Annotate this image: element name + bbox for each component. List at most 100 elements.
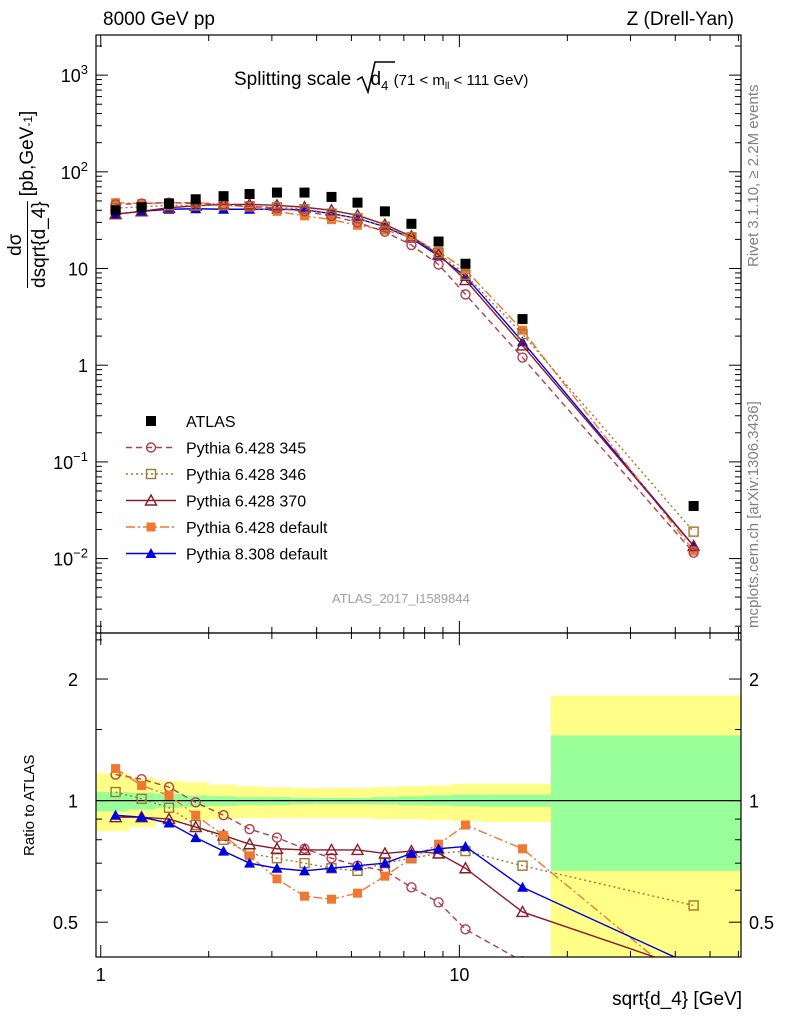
data-point — [242, 197, 257, 210]
ratio-series-group — [108, 764, 699, 975]
data-point — [378, 217, 392, 230]
sqrt-sign-icon — [356, 61, 395, 94]
data-point — [379, 206, 390, 217]
ratio-point — [270, 841, 284, 854]
legend: ATLAS Pythia 6.428 345 Pythia 6.428 346 Pyt… — [126, 414, 328, 564]
ratio-point — [163, 817, 175, 828]
legend-label: Pythia 6.428 345 — [186, 441, 306, 458]
data-point — [271, 203, 283, 214]
y-label-unit-sup: -1 — [20, 115, 35, 127]
data-point — [353, 220, 363, 230]
ratio-point — [517, 860, 528, 871]
data-point — [433, 247, 444, 259]
ratio-point — [688, 965, 699, 975]
ratio-series-line — [115, 768, 655, 957]
data-point — [297, 200, 312, 213]
data-point — [299, 206, 310, 217]
y-tick-label: 1 — [78, 356, 88, 376]
y-label-unit-end: ] — [17, 110, 38, 116]
legend-marker — [144, 493, 158, 506]
ratio-tick-label-left: 2 — [68, 670, 78, 690]
data-point — [324, 203, 339, 216]
ratio-point — [515, 905, 530, 918]
ratio-point — [517, 881, 529, 892]
y-axis-label: dσ dsqrt{d_4} [pb,GeV -1] — [5, 110, 50, 288]
ratio-series-line — [115, 791, 694, 907]
sqrt-symbol: d4 — [356, 61, 395, 94]
ratio-point — [111, 764, 121, 774]
legend-label: ATLAS — [186, 414, 236, 431]
legend-marker — [145, 442, 157, 453]
data-point — [406, 239, 417, 251]
ratio-point — [380, 871, 390, 881]
ratio-point — [460, 820, 470, 830]
ratio-point — [272, 874, 282, 884]
stat-uncertainty-band — [129, 792, 156, 810]
legend-label: Pythia 6.428 default — [186, 520, 328, 537]
data-point — [517, 328, 528, 340]
legend-label: Pythia 6.428 346 — [186, 467, 306, 484]
data-point — [163, 203, 175, 214]
data-point — [460, 258, 471, 269]
x-axis-label: sqrt{d_4} [GeV] — [612, 989, 742, 1010]
ratio-tick-label-right: 0.5 — [749, 913, 774, 933]
ratio-point — [458, 861, 473, 874]
ratio-point — [300, 891, 310, 901]
ratio-tick-label-right: 1 — [749, 792, 759, 812]
data-point — [352, 197, 363, 208]
data-point — [686, 539, 701, 552]
ratio-point — [136, 811, 148, 822]
ratio-series-line — [115, 773, 517, 957]
ratio-uncertainty-bands — [96, 695, 741, 957]
legend-marker — [145, 548, 157, 558]
ratio-point — [242, 837, 257, 850]
data-point — [350, 208, 365, 221]
data-point — [136, 202, 147, 213]
ratio-point — [219, 830, 229, 840]
y-tick-label: 102 — [61, 159, 88, 183]
data-point — [245, 202, 255, 212]
x-tick-label: 1 — [96, 965, 106, 985]
energy-label: 8000 GeV pp — [103, 9, 215, 30]
data-point — [688, 526, 699, 537]
ratio-point — [460, 924, 471, 935]
data-point — [111, 198, 121, 208]
ratio-point — [433, 843, 445, 854]
series-line — [115, 201, 695, 554]
stat-uncertainty-band — [550, 735, 741, 871]
legend-marker — [146, 522, 156, 532]
ratio-point — [688, 960, 699, 970]
data-point — [326, 210, 337, 222]
ratio-axis-label: Ratio to ATLAS — [21, 754, 38, 856]
data-point — [190, 194, 201, 205]
series-line — [115, 203, 695, 547]
ratio-point — [433, 897, 444, 908]
ratio-point — [688, 900, 699, 911]
title-range-sub: ll — [444, 81, 450, 92]
ratio-point — [406, 882, 417, 893]
ratio-point — [110, 786, 121, 798]
ratio-point — [325, 862, 337, 873]
ratio-point — [353, 888, 363, 898]
ratio-point — [405, 847, 417, 858]
x-tick-label: 10 — [449, 965, 469, 985]
ratio-point — [519, 956, 526, 957]
y-tick-label: 10−1 — [53, 449, 88, 473]
y-label-denominator: dsqrt{d_4} — [27, 201, 50, 288]
ratio-point — [245, 851, 255, 861]
series-line — [115, 201, 695, 552]
data-point — [326, 215, 336, 225]
ratio-point — [326, 894, 336, 904]
series-line — [115, 208, 695, 547]
y-label-numerator: dσ — [5, 233, 26, 256]
data-point — [299, 187, 310, 198]
data-point — [517, 314, 528, 325]
data-point — [433, 259, 444, 270]
legend-marker — [146, 416, 156, 426]
data-point — [688, 547, 699, 558]
data-point — [218, 191, 229, 202]
data-point — [460, 289, 471, 300]
legend-label: Pythia 8.308 default — [186, 547, 328, 564]
plot-title: Splitting scale d4 (71 < mll < 111 GeV) — [234, 61, 528, 94]
ratio-point — [218, 810, 229, 821]
